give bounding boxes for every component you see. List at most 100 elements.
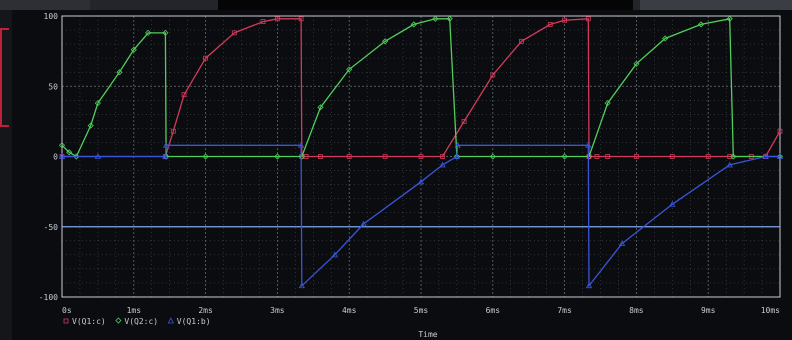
data-point (274, 16, 280, 22)
x-tick-label: 9ms (701, 306, 716, 315)
data-point (58, 142, 66, 149)
data-point (604, 100, 611, 107)
toolbar-left (0, 0, 90, 10)
data-point (461, 118, 467, 124)
data-point (346, 66, 353, 73)
data-point (490, 72, 496, 78)
data-point (777, 128, 783, 134)
data-point (585, 141, 592, 148)
legend-marker (115, 317, 122, 324)
legend: V(Q1:c) V(Q2:c) V(Q1:b) (63, 317, 211, 326)
x-tick-label: 1ms (127, 306, 142, 315)
data-point (519, 38, 524, 44)
toolbar-strip (0, 0, 792, 10)
data-point (410, 21, 417, 28)
data-point (94, 100, 101, 107)
y-tick-label: 100 (44, 12, 59, 21)
x-tick-label: 2ms (198, 306, 213, 315)
data-point (594, 154, 600, 159)
data-point (547, 22, 553, 27)
series-line (62, 18, 781, 158)
y-tick-label: -50 (44, 223, 59, 232)
data-point (585, 16, 591, 22)
data-point (432, 15, 439, 22)
toolbar-right (640, 0, 792, 10)
y-tick-labels: 100 50 0 -50 -100 (39, 12, 58, 302)
data-point (94, 153, 102, 159)
legend-label: V(Q1:c) (72, 317, 106, 326)
data-point (697, 21, 705, 28)
data-point (454, 141, 461, 148)
data-point (705, 154, 711, 159)
x-tick-labels: 0s 1ms 2ms 3ms 4ms 5ms 6ms 7ms 8ms 9ms 10ms (62, 306, 780, 315)
selection-bracket (0, 28, 9, 127)
data-point (203, 55, 209, 61)
y-tick-label: -100 (39, 293, 58, 302)
data-point (87, 122, 94, 129)
series-line (62, 144, 780, 288)
data-point (453, 153, 460, 160)
data-point (58, 153, 66, 159)
data-point (446, 15, 453, 22)
data-point (762, 153, 769, 159)
data-point (730, 153, 737, 160)
toolbar-title-area (218, 0, 633, 10)
data-point (418, 154, 424, 159)
data-point (633, 60, 640, 67)
data-point (317, 104, 324, 111)
x-tick-label: 5ms (414, 306, 429, 315)
legend-label: V(Q1:b) (177, 317, 211, 326)
data-point (331, 251, 339, 258)
data-point (726, 15, 733, 22)
y-tick-label: 0 (53, 153, 58, 162)
data-point (439, 161, 446, 168)
x-tick-label: 4ms (342, 306, 357, 315)
data-point (360, 220, 367, 227)
data-point (298, 282, 305, 289)
data-point (776, 153, 784, 160)
legend-label: V(Q2:c) (124, 317, 158, 326)
data-point (585, 282, 593, 289)
data-point (66, 149, 73, 156)
data-point (634, 154, 639, 159)
data-point (726, 161, 733, 168)
data-point (298, 16, 304, 22)
series-line (61, 18, 780, 158)
data-point (202, 153, 209, 160)
x-tick-label: 8ms (629, 306, 644, 315)
data-point (489, 153, 496, 160)
data-point (170, 128, 176, 134)
data-point (440, 154, 445, 159)
data-point (417, 178, 425, 185)
data-point (346, 154, 352, 159)
data-point (116, 69, 123, 76)
x-axis-label: Time (418, 330, 437, 339)
data-point (662, 35, 669, 42)
data-point (130, 46, 137, 53)
series-v-q1-b- (58, 141, 784, 289)
data-point (453, 153, 461, 159)
data-point (318, 154, 323, 159)
y-tick-label: 50 (48, 82, 58, 91)
left-panel-edge (0, 10, 12, 340)
data-point (162, 29, 169, 36)
data-point (73, 153, 80, 160)
data-point (562, 17, 567, 23)
data-point (561, 153, 568, 160)
series-group (58, 15, 784, 289)
data-point (605, 154, 611, 159)
data-point (145, 29, 152, 36)
data-point (382, 154, 388, 159)
x-tick-label: 10ms (761, 306, 780, 315)
data-point (162, 153, 169, 159)
data-point (727, 154, 733, 159)
data-point (274, 153, 281, 160)
data-point (297, 141, 305, 148)
legend-marker (63, 318, 69, 324)
x-tick-label: 3ms (270, 306, 285, 315)
legend-marker (167, 317, 174, 324)
data-point (260, 19, 266, 25)
data-point (776, 153, 784, 159)
data-point (181, 92, 187, 98)
